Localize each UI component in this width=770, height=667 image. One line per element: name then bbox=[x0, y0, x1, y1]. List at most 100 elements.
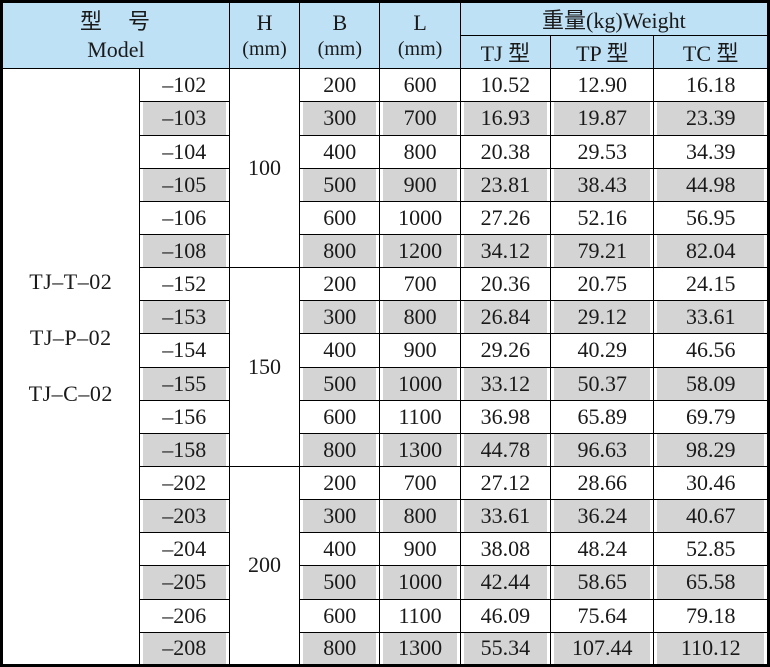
h-value-cell: 150 bbox=[228, 267, 301, 467]
tc-weight-cell: 82.04 bbox=[653, 233, 769, 269]
table-row: –204 400 900 38.08 48.24 52.85 bbox=[2, 532, 769, 567]
tp-weight-cell: 58.65 bbox=[550, 565, 655, 600]
model-suffix-cell: –204 bbox=[138, 532, 230, 567]
tp-weight-cell: 36.24 bbox=[550, 499, 655, 534]
model-suffix-cell: –205 bbox=[138, 565, 230, 600]
series-label: TJ–P–02 bbox=[29, 324, 112, 350]
tj-weight-cell: 46.09 bbox=[459, 598, 552, 633]
table-row: –155 500 1000 33.12 50.37 58.09 bbox=[2, 366, 769, 401]
l-value-cell: 900 bbox=[379, 532, 461, 567]
header-row-1: 型 号 Model H (mm) B (mm) L (mm) 重量(kg)Wei… bbox=[1, 0, 770, 70]
tp-weight-cell: 79.21 bbox=[550, 233, 655, 269]
tp-weight-cell: 29.53 bbox=[550, 134, 655, 169]
l-value-cell: 800 bbox=[379, 499, 461, 534]
tj-weight-cell: 26.84 bbox=[459, 300, 552, 335]
tj-weight-cell: 20.38 bbox=[459, 134, 552, 169]
l-value-cell: 1100 bbox=[379, 399, 461, 434]
b-value-cell: 200 bbox=[299, 68, 381, 103]
b-value-cell: 600 bbox=[299, 598, 381, 633]
h-value-cell: 200 bbox=[228, 465, 301, 667]
model-suffix-cell: –152 bbox=[138, 267, 230, 302]
tc-weight-cell: 46.56 bbox=[653, 333, 769, 368]
model-suffix-cell: –108 bbox=[138, 233, 230, 269]
l-value-cell: 800 bbox=[379, 134, 461, 169]
l-value-cell: 900 bbox=[379, 333, 461, 368]
l-value-cell: 600 bbox=[379, 68, 461, 103]
tc-weight-cell: 23.39 bbox=[653, 101, 769, 136]
tj-weight-cell: 33.61 bbox=[459, 499, 552, 534]
model-suffix-cell: –202 bbox=[138, 465, 230, 501]
b-value-cell: 800 bbox=[299, 432, 381, 467]
table-row: –158 800 1300 44.78 96.63 98.29 bbox=[2, 432, 769, 467]
model-suffix-cell: –153 bbox=[138, 300, 230, 335]
tc-weight-cell: 98.29 bbox=[653, 432, 769, 467]
table-row: –154 400 900 29.26 40.29 46.56 bbox=[2, 333, 769, 368]
series-label: TJ–T–02 bbox=[29, 268, 113, 294]
tp-weight-cell: 96.63 bbox=[550, 432, 655, 467]
tp-weight-cell: 107.44 bbox=[550, 631, 655, 667]
header-h-unit: (mm) bbox=[242, 37, 287, 60]
tc-weight-cell: 33.61 bbox=[653, 300, 769, 335]
l-value-cell: 1200 bbox=[379, 233, 461, 269]
l-value-cell: 700 bbox=[379, 267, 461, 302]
tp-weight-cell: 19.87 bbox=[550, 101, 655, 136]
l-value-cell: 1000 bbox=[379, 200, 461, 235]
tj-weight-cell: 34.12 bbox=[459, 233, 552, 269]
model-suffix-cell: –158 bbox=[138, 432, 230, 467]
table-row: –152 150 200 700 20.36 20.75 24.15 bbox=[2, 267, 769, 467]
tj-weight-cell: 55.34 bbox=[459, 631, 552, 667]
tp-weight-cell: 12.90 bbox=[550, 68, 655, 103]
model-suffix-cell: –154 bbox=[138, 333, 230, 368]
tj-weight-cell: 27.12 bbox=[459, 465, 552, 501]
header-cell-model: 型 号 Model bbox=[1, 0, 230, 70]
l-value-cell: 800 bbox=[379, 300, 461, 335]
l-value-cell: 1000 bbox=[379, 366, 461, 401]
header-b-unit: (mm) bbox=[317, 37, 363, 60]
b-value-cell: 400 bbox=[299, 333, 381, 368]
l-value-cell: 1100 bbox=[379, 598, 461, 633]
tp-weight-cell: 65.89 bbox=[550, 399, 655, 434]
tp-weight-cell: 28.66 bbox=[550, 465, 655, 501]
model-suffix-cell: –156 bbox=[138, 399, 230, 434]
model-series-cell: TJ–T–02 TJ–P–02 TJ–C–02 bbox=[1, 68, 140, 666]
tc-weight-cell: 44.98 bbox=[653, 167, 769, 202]
header-cell-tp: TP 型 bbox=[550, 35, 655, 70]
table-row: –208 800 1300 55.34 107.44 110.12 bbox=[2, 631, 769, 667]
series-label: TJ–C–02 bbox=[28, 380, 113, 406]
tj-weight-cell: 42.44 bbox=[459, 565, 552, 600]
tj-weight-cell: 36.98 bbox=[459, 399, 552, 434]
table-row: –206 600 1100 46.09 75.64 79.18 bbox=[2, 598, 769, 633]
b-value-cell: 600 bbox=[299, 399, 381, 434]
model-suffix-cell: –206 bbox=[138, 598, 230, 633]
model-suffix-cell: –104 bbox=[138, 134, 230, 169]
tp-weight-cell: 50.37 bbox=[550, 366, 655, 401]
tj-weight-cell: 29.26 bbox=[459, 333, 552, 368]
tj-weight-cell: 23.81 bbox=[459, 167, 552, 202]
tp-weight-cell: 29.12 bbox=[550, 300, 655, 335]
l-value-cell: 1300 bbox=[379, 432, 461, 467]
table-row: –105 500 900 23.81 38.43 44.98 bbox=[2, 167, 769, 202]
table-row: –106 600 1000 27.26 52.16 56.95 bbox=[2, 200, 769, 235]
table-row: –153 300 800 26.84 29.12 33.61 bbox=[2, 300, 769, 335]
tj-weight-cell: 38.08 bbox=[459, 532, 552, 567]
b-value-cell: 500 bbox=[299, 366, 381, 401]
b-value-cell: 200 bbox=[299, 267, 381, 302]
header-model-cn: 型 号 bbox=[79, 9, 152, 35]
b-value-cell: 200 bbox=[299, 465, 381, 501]
header-cell-b: B (mm) bbox=[299, 0, 381, 70]
l-value-cell: 1300 bbox=[379, 631, 461, 667]
tc-weight-cell: 30.46 bbox=[653, 465, 769, 501]
table-row: –103 300 700 16.93 19.87 23.39 bbox=[2, 101, 769, 136]
tj-weight-cell: 44.78 bbox=[459, 432, 552, 467]
tc-weight-cell: 40.67 bbox=[653, 499, 769, 534]
header-l-unit: (mm) bbox=[397, 37, 443, 60]
l-value-cell: 700 bbox=[379, 465, 461, 501]
b-value-cell: 800 bbox=[299, 233, 381, 269]
tj-weight-cell: 16.93 bbox=[459, 101, 552, 136]
table-row: TJ–T–02 TJ–P–02 TJ–C–02 –102 100 200 600… bbox=[1, 68, 769, 666]
tc-weight-cell: 110.12 bbox=[653, 631, 769, 667]
model-suffix-cell: –106 bbox=[138, 200, 230, 235]
table-row: –205 500 1000 42.44 58.65 65.58 bbox=[2, 565, 769, 600]
tj-weight-cell: 10.52 bbox=[459, 68, 552, 103]
